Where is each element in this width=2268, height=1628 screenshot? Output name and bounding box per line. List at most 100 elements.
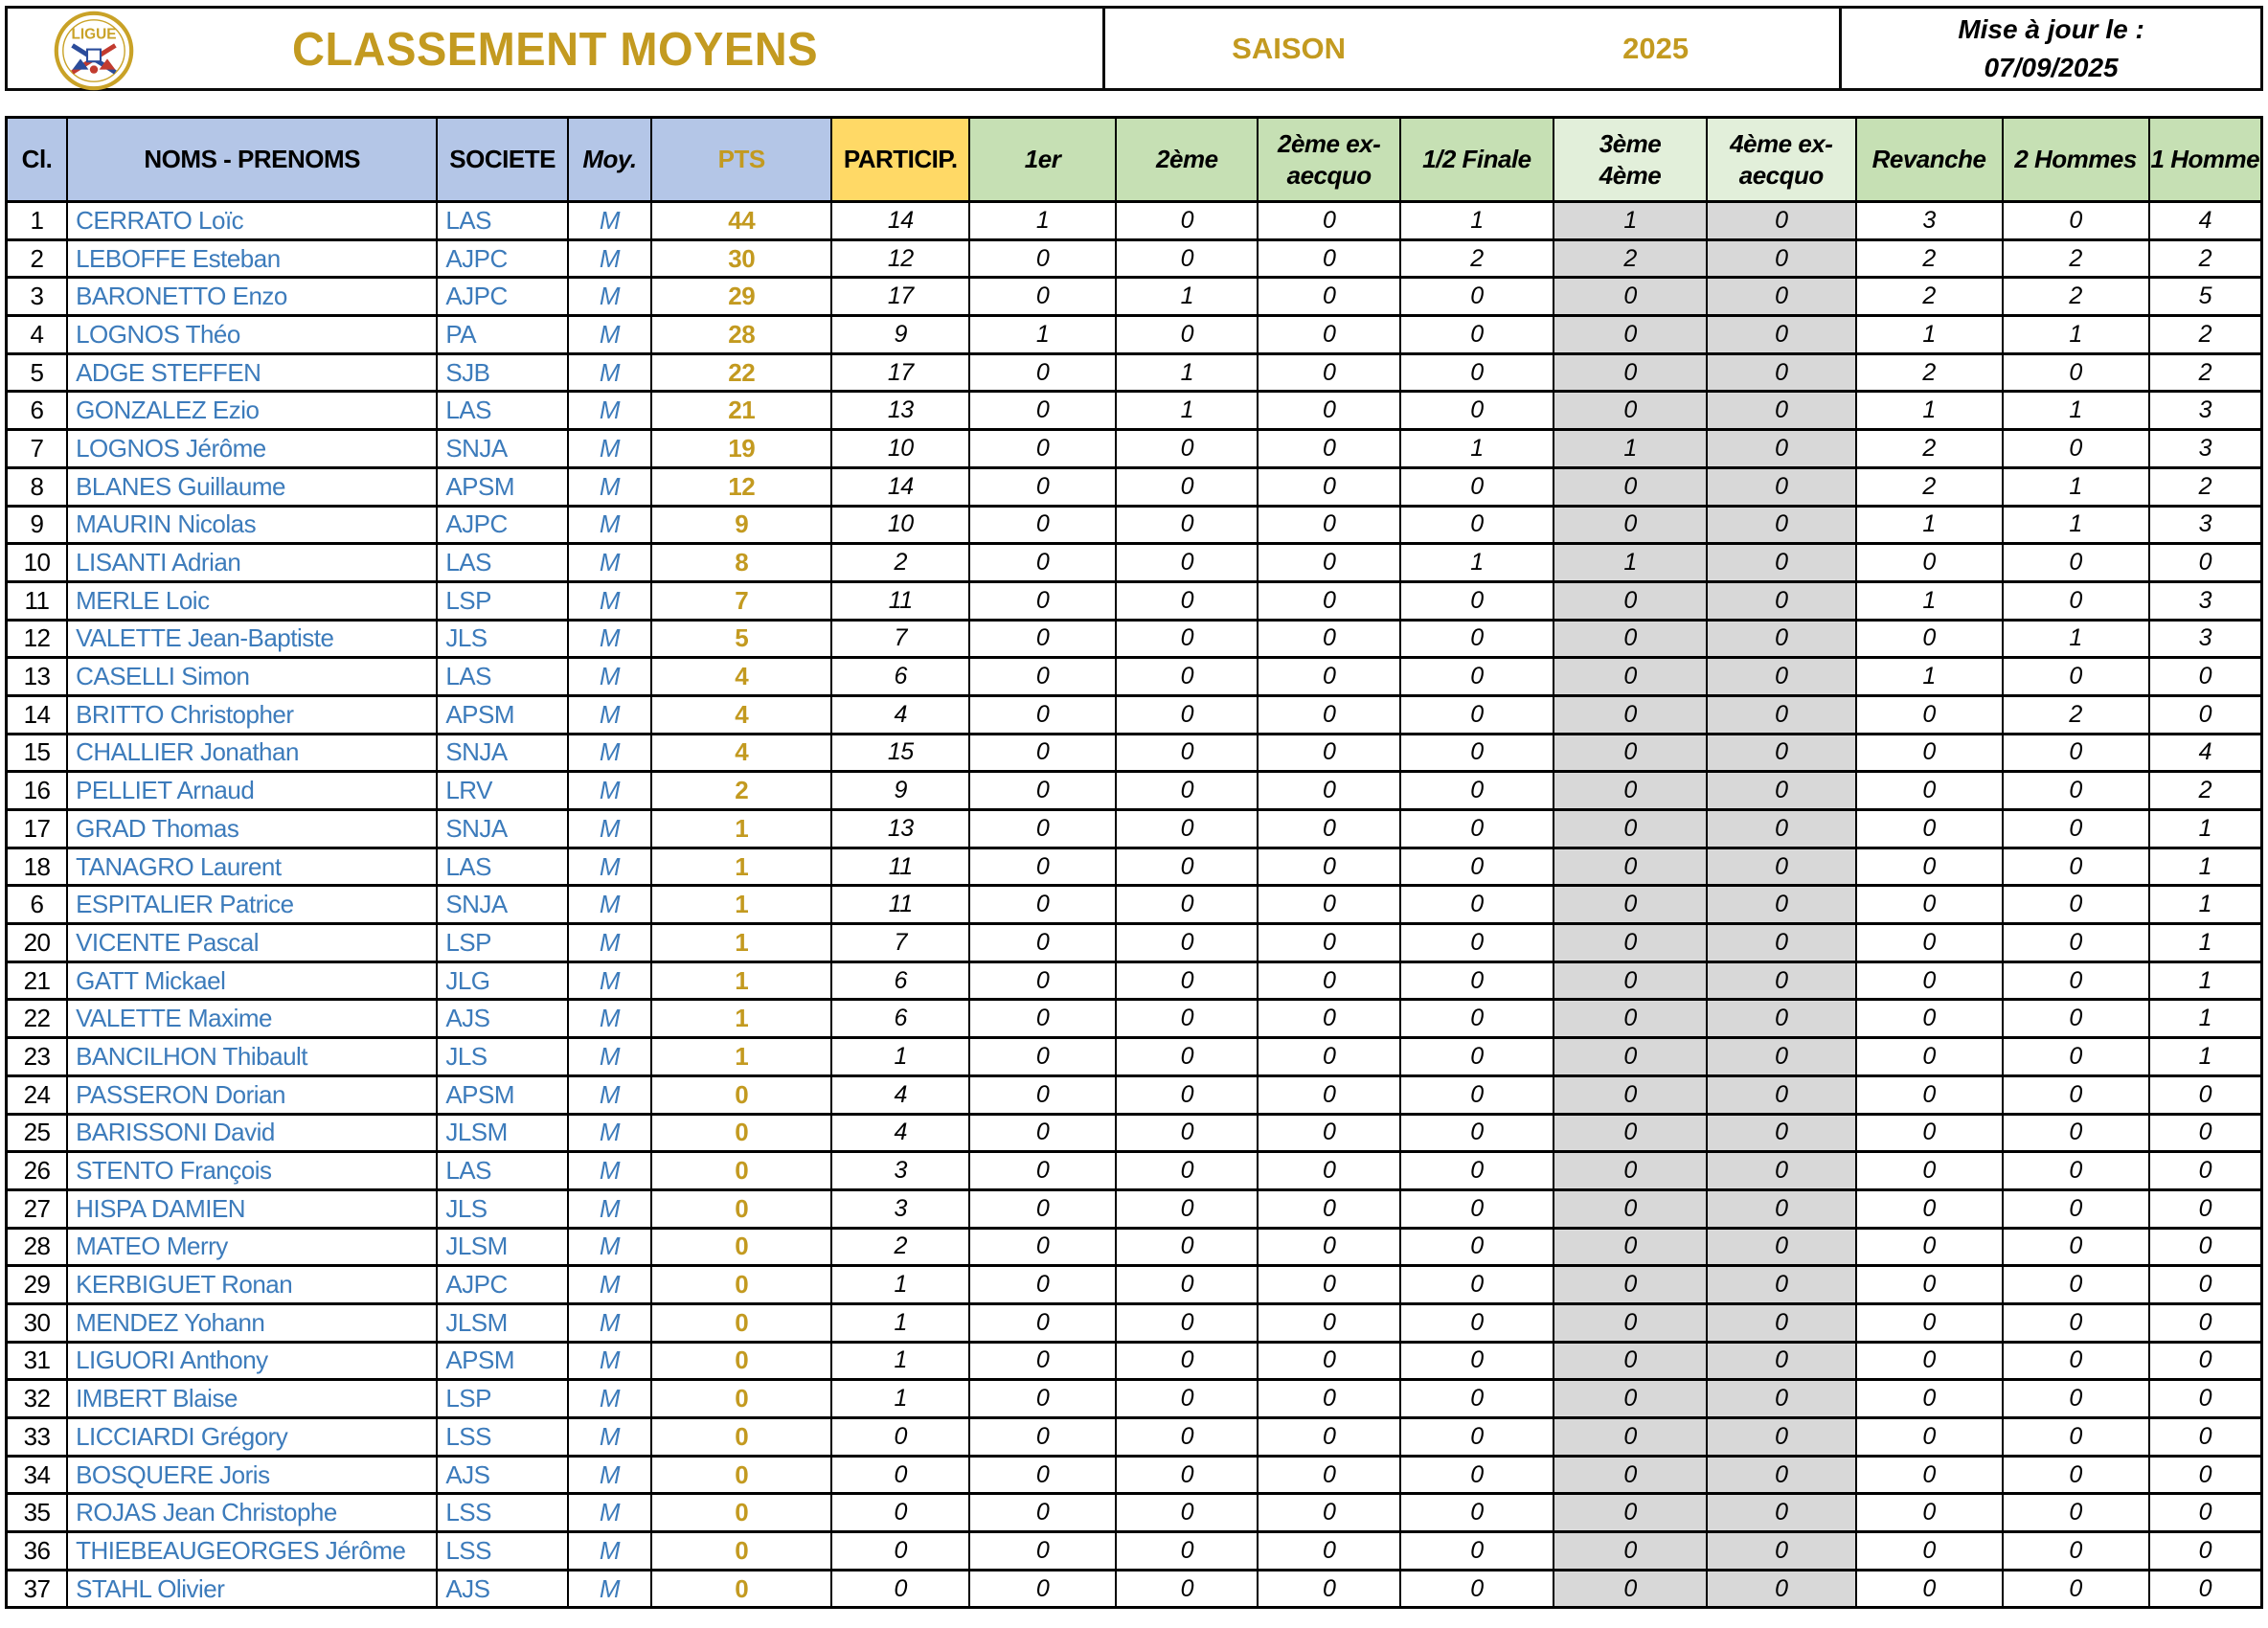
cell-deuxieme: 0 xyxy=(1115,770,1259,811)
cell-deuxieme_ex: 0 xyxy=(1257,579,1401,622)
cell-name: LOGNOS Théo xyxy=(66,314,439,355)
cell-deux_hommes: 0 xyxy=(2001,428,2150,469)
cell-premier: 0 xyxy=(968,1112,1118,1154)
cell-deuxieme_ex: 0 xyxy=(1257,1226,1401,1268)
cell-particip: 15 xyxy=(830,732,971,774)
cell-premier: 0 xyxy=(968,1150,1118,1191)
cell-deuxieme_ex: 0 xyxy=(1257,693,1401,735)
cell-quatrieme_ex: 0 xyxy=(1706,922,1857,963)
cell-deux_hommes: 0 xyxy=(2001,1150,2150,1191)
cell-societe: LSP xyxy=(436,922,569,963)
cell-quatrieme_ex: 0 xyxy=(1706,808,1857,849)
cell-deux_hommes: 0 xyxy=(2001,351,2150,394)
cell-deuxieme_ex: 0 xyxy=(1257,808,1401,849)
cell-particip: 9 xyxy=(830,314,971,355)
cell-societe: SNJA xyxy=(436,732,569,774)
cell-troisieme_quatrieme: 0 xyxy=(1552,732,1709,774)
cell-particip: 6 xyxy=(830,960,971,1002)
col-header-pts: PTS xyxy=(650,116,833,203)
cell-cl: 24 xyxy=(5,1074,69,1116)
cell-deuxieme_ex: 0 xyxy=(1257,1036,1401,1077)
cell-societe: PA xyxy=(436,314,569,355)
cell-moy: M xyxy=(566,465,653,508)
cell-moy: M xyxy=(566,808,653,849)
cell-premier: 0 xyxy=(968,351,1118,394)
cell-un_homme: 2 xyxy=(2147,237,2263,280)
cell-moy: M xyxy=(566,770,653,811)
cell-pts: 0 xyxy=(650,1074,833,1116)
cell-cl: 34 xyxy=(5,1454,69,1496)
cell-deuxieme: 0 xyxy=(1115,1187,1259,1230)
cell-deuxieme: 0 xyxy=(1115,579,1259,622)
cell-deuxieme: 0 xyxy=(1115,1340,1259,1382)
cell-troisieme_quatrieme: 0 xyxy=(1552,1416,1709,1458)
cell-societe: LSP xyxy=(436,579,569,622)
cell-premier: 0 xyxy=(968,1187,1118,1230)
cell-deux_hommes: 0 xyxy=(2001,960,2150,1002)
cell-premier: 1 xyxy=(968,200,1118,241)
cell-particip: 10 xyxy=(830,428,971,469)
cell-revanche: 0 xyxy=(1854,770,2004,811)
cell-un_homme: 0 xyxy=(2147,1454,2263,1496)
cell-demi_finale: 0 xyxy=(1398,504,1554,546)
cell-troisieme_quatrieme: 0 xyxy=(1552,390,1709,432)
cell-particip: 1 xyxy=(830,1301,971,1344)
cell-quatrieme_ex: 0 xyxy=(1706,693,1857,735)
cell-societe: APSM xyxy=(436,1074,569,1116)
cell-cl: 25 xyxy=(5,1112,69,1154)
cell-cl: 29 xyxy=(5,1264,69,1305)
cell-premier: 0 xyxy=(968,656,1118,697)
cell-pts: 0 xyxy=(650,1340,833,1382)
cell-deuxieme: 0 xyxy=(1115,693,1259,735)
cell-revanche: 2 xyxy=(1854,237,2004,280)
cell-deuxieme: 0 xyxy=(1115,656,1259,697)
cell-pts: 0 xyxy=(650,1226,833,1268)
cell-premier: 0 xyxy=(968,693,1118,735)
cell-deux_hommes: 0 xyxy=(2001,1492,2150,1534)
cell-troisieme_quatrieme: 1 xyxy=(1552,428,1709,469)
cell-moy: M xyxy=(566,1340,653,1382)
cell-moy: M xyxy=(566,884,653,926)
cell-deuxieme: 0 xyxy=(1115,237,1259,280)
cell-deuxieme_ex: 0 xyxy=(1257,770,1401,811)
cell-name: VICENTE Pascal xyxy=(66,922,439,963)
cell-moy: M xyxy=(566,1492,653,1534)
cell-name: BRITTO Christopher xyxy=(66,693,439,735)
cell-name: PASSERON Dorian xyxy=(66,1074,439,1116)
cell-deuxieme: 0 xyxy=(1115,1568,1259,1610)
brand-section: LIGUE CLASSEMENT MOYENS xyxy=(8,9,1102,91)
cell-deuxieme: 0 xyxy=(1115,922,1259,963)
cell-deux_hommes: 2 xyxy=(2001,276,2150,318)
table-row: 29 KERBIGUET Ronan AJPC M 0 1 0 0 0 0 0 0 0 0 0 xyxy=(5,1264,2263,1305)
cell-moy: M xyxy=(566,1112,653,1154)
cell-cl: 26 xyxy=(5,1150,69,1191)
cell-demi_finale: 0 xyxy=(1398,390,1554,432)
cell-societe: JLSM xyxy=(436,1112,569,1154)
cell-particip: 10 xyxy=(830,504,971,546)
cell-demi_finale: 0 xyxy=(1398,314,1554,355)
cell-premier: 0 xyxy=(968,1301,1118,1344)
col-header-name: NOMS - PRENOMS xyxy=(66,116,439,203)
cell-name: TANAGRO Laurent xyxy=(66,846,439,888)
cell-un_homme: 0 xyxy=(2147,542,2263,583)
cell-troisieme_quatrieme: 0 xyxy=(1552,1378,1709,1419)
cell-deuxieme_ex: 0 xyxy=(1257,884,1401,926)
cell-pts: 44 xyxy=(650,200,833,241)
cell-cl: 6 xyxy=(5,884,69,926)
cell-troisieme_quatrieme: 0 xyxy=(1552,618,1709,660)
cell-demi_finale: 0 xyxy=(1398,579,1554,622)
cell-un_homme: 0 xyxy=(2147,1530,2263,1571)
cell-deuxieme: 0 xyxy=(1115,314,1259,355)
cell-moy: M xyxy=(566,1416,653,1458)
cell-pts: 4 xyxy=(650,693,833,735)
cell-deuxieme_ex: 0 xyxy=(1257,351,1401,394)
cell-particip: 2 xyxy=(830,542,971,583)
cell-particip: 0 xyxy=(830,1492,971,1534)
cell-troisieme_quatrieme: 0 xyxy=(1552,770,1709,811)
cell-troisieme_quatrieme: 0 xyxy=(1552,1454,1709,1496)
table-row: 34 BOSQUERE Joris AJS M 0 0 0 0 0 0 0 0 0 0 0 xyxy=(5,1454,2263,1496)
cell-particip: 0 xyxy=(830,1416,971,1458)
cell-premier: 0 xyxy=(968,1416,1118,1458)
cell-deuxieme_ex: 0 xyxy=(1257,1416,1401,1458)
cell-demi_finale: 0 xyxy=(1398,1492,1554,1534)
